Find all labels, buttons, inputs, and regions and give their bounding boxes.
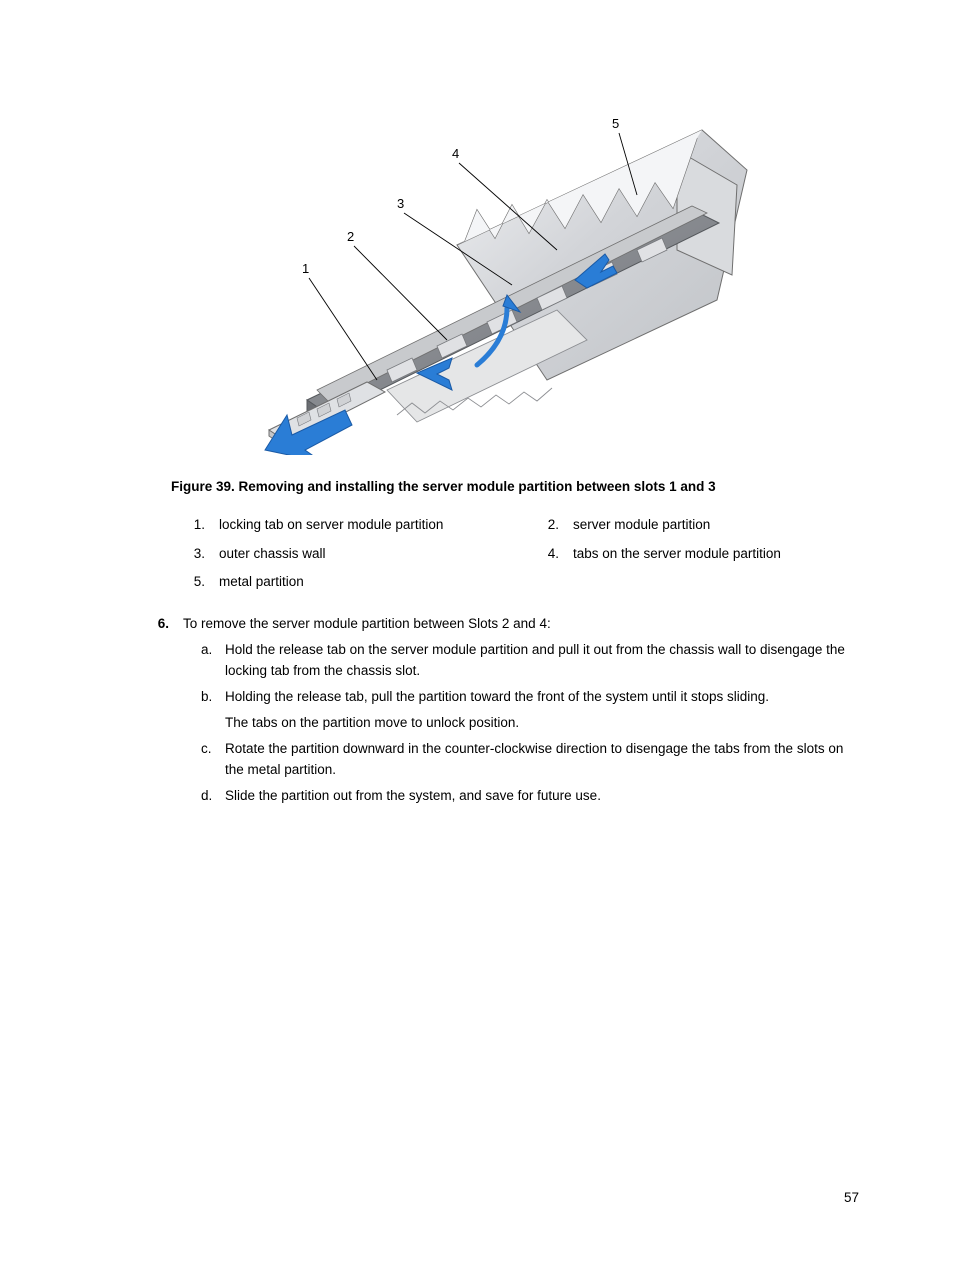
substep-marker: a. — [201, 640, 215, 681]
legend-item: 2. server module partition — [545, 515, 859, 535]
legend-label: outer chassis wall — [219, 544, 326, 564]
substep-text: Slide the partition out from the system,… — [225, 786, 859, 806]
legend-label: metal partition — [219, 572, 304, 592]
callout-5-label: 5 — [612, 116, 619, 131]
substep-text: Hold the release tab on the server modul… — [225, 640, 859, 681]
legend-num: 5. — [191, 572, 205, 592]
legend-item: 5. metal partition — [191, 572, 505, 592]
legend-item: 1. locking tab on server module partitio… — [191, 515, 505, 535]
legend-num: 1. — [191, 515, 205, 535]
legend-label: locking tab on server module partition — [219, 515, 443, 535]
substep-b: b. Holding the release tab, pull the par… — [201, 687, 859, 707]
figure-caption: Figure 39. Removing and installing the s… — [171, 477, 859, 497]
figure-illustration: 1 2 3 4 5 — [257, 90, 757, 455]
step-list: 6. To remove the server module partition… — [153, 614, 859, 812]
legend-label: tabs on the server module partition — [573, 544, 781, 564]
callout-3-label: 3 — [397, 196, 404, 211]
substep-text: Holding the release tab, pull the partit… — [225, 687, 859, 707]
callout-2-label: 2 — [347, 229, 354, 244]
substep-marker: d. — [201, 786, 215, 806]
legend-num: 3. — [191, 544, 205, 564]
step-6: 6. To remove the server module partition… — [153, 614, 859, 812]
substep-marker: b. — [201, 687, 215, 707]
legend-num: 4. — [545, 544, 559, 564]
callout-4-label: 4 — [452, 146, 459, 161]
substep-b-extra: The tabs on the partition move to unlock… — [225, 713, 859, 733]
figure-legend: 1. locking tab on server module partitio… — [191, 515, 859, 592]
figure-svg: 1 2 3 4 5 — [257, 90, 757, 455]
legend-item: 4. tabs on the server module partition — [545, 544, 859, 564]
substep-text: Rotate the partition downward in the cou… — [225, 739, 859, 780]
step-intro: To remove the server module partition be… — [183, 614, 859, 634]
page-number: 57 — [844, 1188, 859, 1208]
callout-1-label: 1 — [302, 261, 309, 276]
step-number: 6. — [153, 614, 169, 812]
legend-item: 3. outer chassis wall — [191, 544, 505, 564]
substep-marker: c. — [201, 739, 215, 780]
legend-num: 2. — [545, 515, 559, 535]
substep-d: d. Slide the partition out from the syst… — [201, 786, 859, 806]
substep-c: c. Rotate the partition downward in the … — [201, 739, 859, 780]
substep-a: a. Hold the release tab on the server mo… — [201, 640, 859, 681]
legend-label: server module partition — [573, 515, 710, 535]
